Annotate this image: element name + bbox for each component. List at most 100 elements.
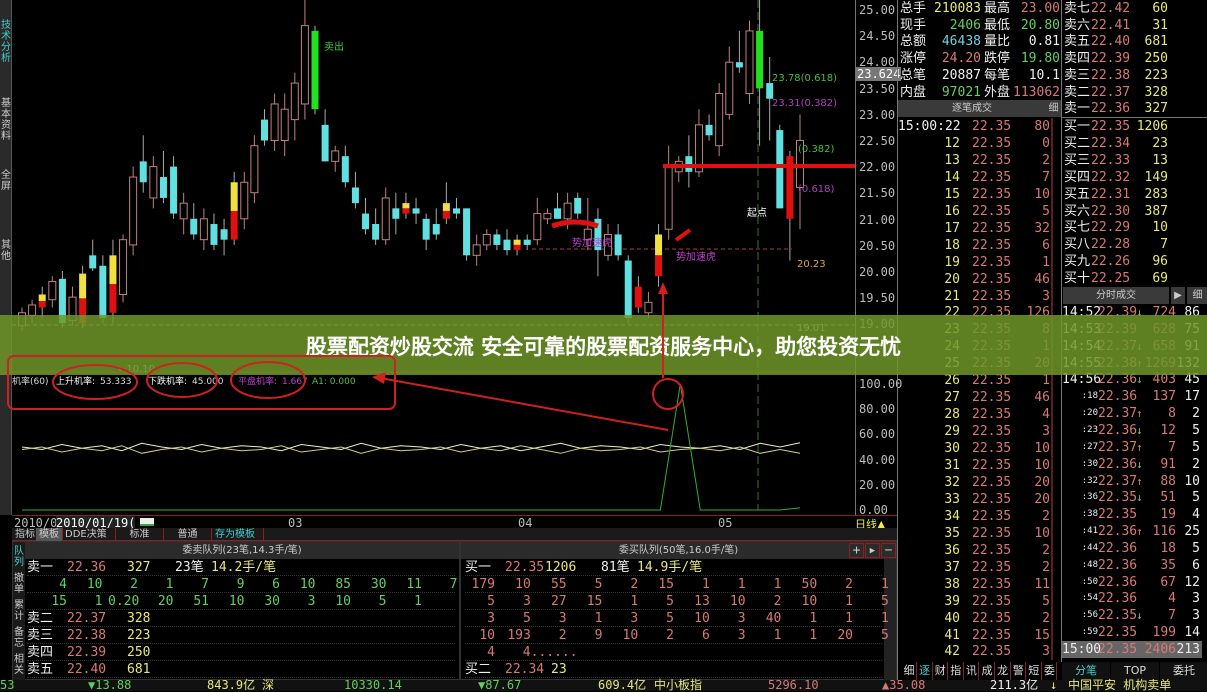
- queue-tab-3[interactable]: 备忘: [14, 627, 24, 649]
- scrollbar[interactable]: [1051, 118, 1053, 660]
- bid-volume: 7: [1160, 237, 1168, 253]
- queue-tab-1[interactable]: 撤单: [14, 573, 24, 595]
- bid-label: 买四: [1064, 169, 1091, 185]
- queue-order-size: 50: [801, 577, 818, 592]
- candle-body: [513, 244, 521, 251]
- sell-signal-label: 卖出: [324, 40, 344, 53]
- queue-tab-4[interactable]: 相关: [14, 654, 24, 676]
- detail-tab-1[interactable]: 逐: [918, 662, 933, 680]
- detail-tab-9[interactable]: 委: [1042, 662, 1058, 680]
- candle-body: [372, 224, 380, 240]
- queue-tab-2[interactable]: 累计: [14, 600, 24, 622]
- candle: [89, 239, 97, 271]
- side-tab-fundamentals[interactable]: 基本资料: [1, 98, 11, 142]
- tick-volume: 15: [1034, 627, 1050, 643]
- detail-tab-2[interactable]: 财: [933, 662, 949, 680]
- queue-order-size: 10: [694, 611, 710, 626]
- bid-volume: 13: [1152, 152, 1168, 168]
- bid-volume: 10: [1152, 220, 1168, 236]
- tick-price: 22.35: [972, 390, 1012, 406]
- tick-price: 22.35: [972, 610, 1012, 626]
- candle: [381, 187, 390, 245]
- minute-time: :30: [1081, 458, 1098, 469]
- detail-tab-3[interactable]: 指: [949, 662, 964, 680]
- cyb-amount: 211.3亿: [990, 678, 1039, 692]
- queue-order-size: 1: [630, 594, 639, 609]
- candle-body: [655, 255, 663, 277]
- candle: [442, 182, 450, 225]
- sz-index: 10330.14: [344, 678, 402, 692]
- template-button[interactable]: 模板: [36, 528, 63, 541]
- indicator-fall-value: 45.000: [192, 377, 224, 387]
- period-button[interactable]: 日线▲: [855, 518, 886, 531]
- date-label: 2010/0: [14, 516, 58, 530]
- candle-body: [270, 103, 279, 141]
- fib-level-label: (0.382): [798, 144, 835, 155]
- tick-price: 22.35: [972, 186, 1012, 202]
- collapse-button[interactable]: −: [881, 543, 896, 558]
- minute-trade-row: :20 22.37 ↑ 8 2: [1062, 405, 1202, 422]
- detail-tab-0[interactable]: 细: [902, 662, 917, 680]
- candle: [563, 192, 572, 230]
- candle: [129, 166, 138, 256]
- queue-order-size: 4: [487, 645, 495, 660]
- level-label: 卖一: [27, 560, 54, 575]
- side-tab-other[interactable]: 其他: [1, 240, 11, 262]
- candle-body: [513, 239, 521, 245]
- detail-tab-6[interactable]: 龙: [996, 662, 1011, 680]
- side-tab-fullscreen[interactable]: 全屏: [1, 170, 11, 192]
- tick-detail-header[interactable]: 逐笔成交: [898, 100, 1046, 117]
- ask-price: 22.37: [1091, 84, 1131, 100]
- bid-label: 买六: [1064, 203, 1091, 219]
- indicator-button[interactable]: 指标: [12, 528, 39, 541]
- candle: [472, 234, 481, 266]
- tick-volume: 32: [1034, 220, 1050, 236]
- avg-size: 14.9手/笔: [637, 560, 703, 575]
- minute-count: 5: [1192, 540, 1200, 556]
- minute-trade-header[interactable]: 分时成交: [1063, 287, 1169, 304]
- minute-price: 22.35: [1098, 490, 1138, 506]
- news-ticker[interactable]: 中国平安 机构卖单: [1068, 678, 1172, 692]
- minute-next-button[interactable]: ▶: [1171, 287, 1185, 304]
- tick-time: 27: [944, 390, 960, 406]
- detail-tab-7[interactable]: 警: [1011, 662, 1027, 680]
- tick-price: 22.35: [972, 169, 1012, 185]
- ask-label: 卖四: [1064, 51, 1091, 67]
- trade-tab-0[interactable]: 分笔: [1062, 662, 1110, 680]
- minute-detail-button[interactable]: 细: [1187, 287, 1207, 304]
- queue-order-size: 10: [515, 577, 531, 592]
- expand-button[interactable]: +: [849, 543, 864, 558]
- detail-tab-8[interactable]: 短: [1027, 662, 1042, 680]
- detail-tab-4[interactable]: 讯: [964, 662, 980, 680]
- minute-price: 22.36: [1098, 524, 1138, 540]
- accel-signal-label: 势加速虎: [676, 250, 716, 263]
- queue-order-size: 3: [307, 594, 316, 609]
- save-template-button[interactable]: 存为模板: [212, 528, 264, 541]
- month-03: 03: [288, 516, 303, 530]
- queue-detail-row: 15 1 0.20 20 51 10 30 3 10 5 1: [27, 593, 455, 610]
- month-05: 05: [718, 516, 733, 530]
- detail-tab-5[interactable]: 成: [980, 662, 995, 680]
- next-button[interactable]: ▶: [865, 543, 880, 558]
- candle-body: [543, 213, 552, 220]
- standard-button[interactable]: 标准: [116, 528, 164, 541]
- bid-volume: 387: [1144, 203, 1168, 219]
- candle-body: [594, 218, 602, 251]
- scrollbar[interactable]: [884, 559, 896, 681]
- side-tab-technical[interactable]: 技术分析: [1, 20, 11, 64]
- candle: [533, 197, 542, 245]
- trade-tab-2[interactable]: 委托: [1160, 662, 1207, 680]
- trade-tab-1[interactable]: TOP: [1111, 662, 1159, 680]
- quote-value: 46438: [941, 34, 981, 50]
- queue-tab-0[interactable]: 队列: [14, 546, 24, 568]
- queue-order-size: 10: [228, 594, 245, 609]
- queue-order-size: 10: [729, 594, 746, 609]
- level-label: 买二: [465, 662, 492, 677]
- quote-value: 24.20: [941, 51, 981, 67]
- tick-detail-button[interactable]: 细: [1046, 100, 1061, 117]
- kline-chart[interactable]: 卖出势加速虎势加速虎23.78(0.618)23.31(0.382)(0.382…: [12, 0, 855, 515]
- level-price: 22.40: [67, 662, 107, 677]
- queue-order-size: 6: [272, 577, 280, 592]
- dde-button[interactable]: DDE决策: [62, 528, 116, 541]
- normal-button[interactable]: 普通: [164, 528, 212, 541]
